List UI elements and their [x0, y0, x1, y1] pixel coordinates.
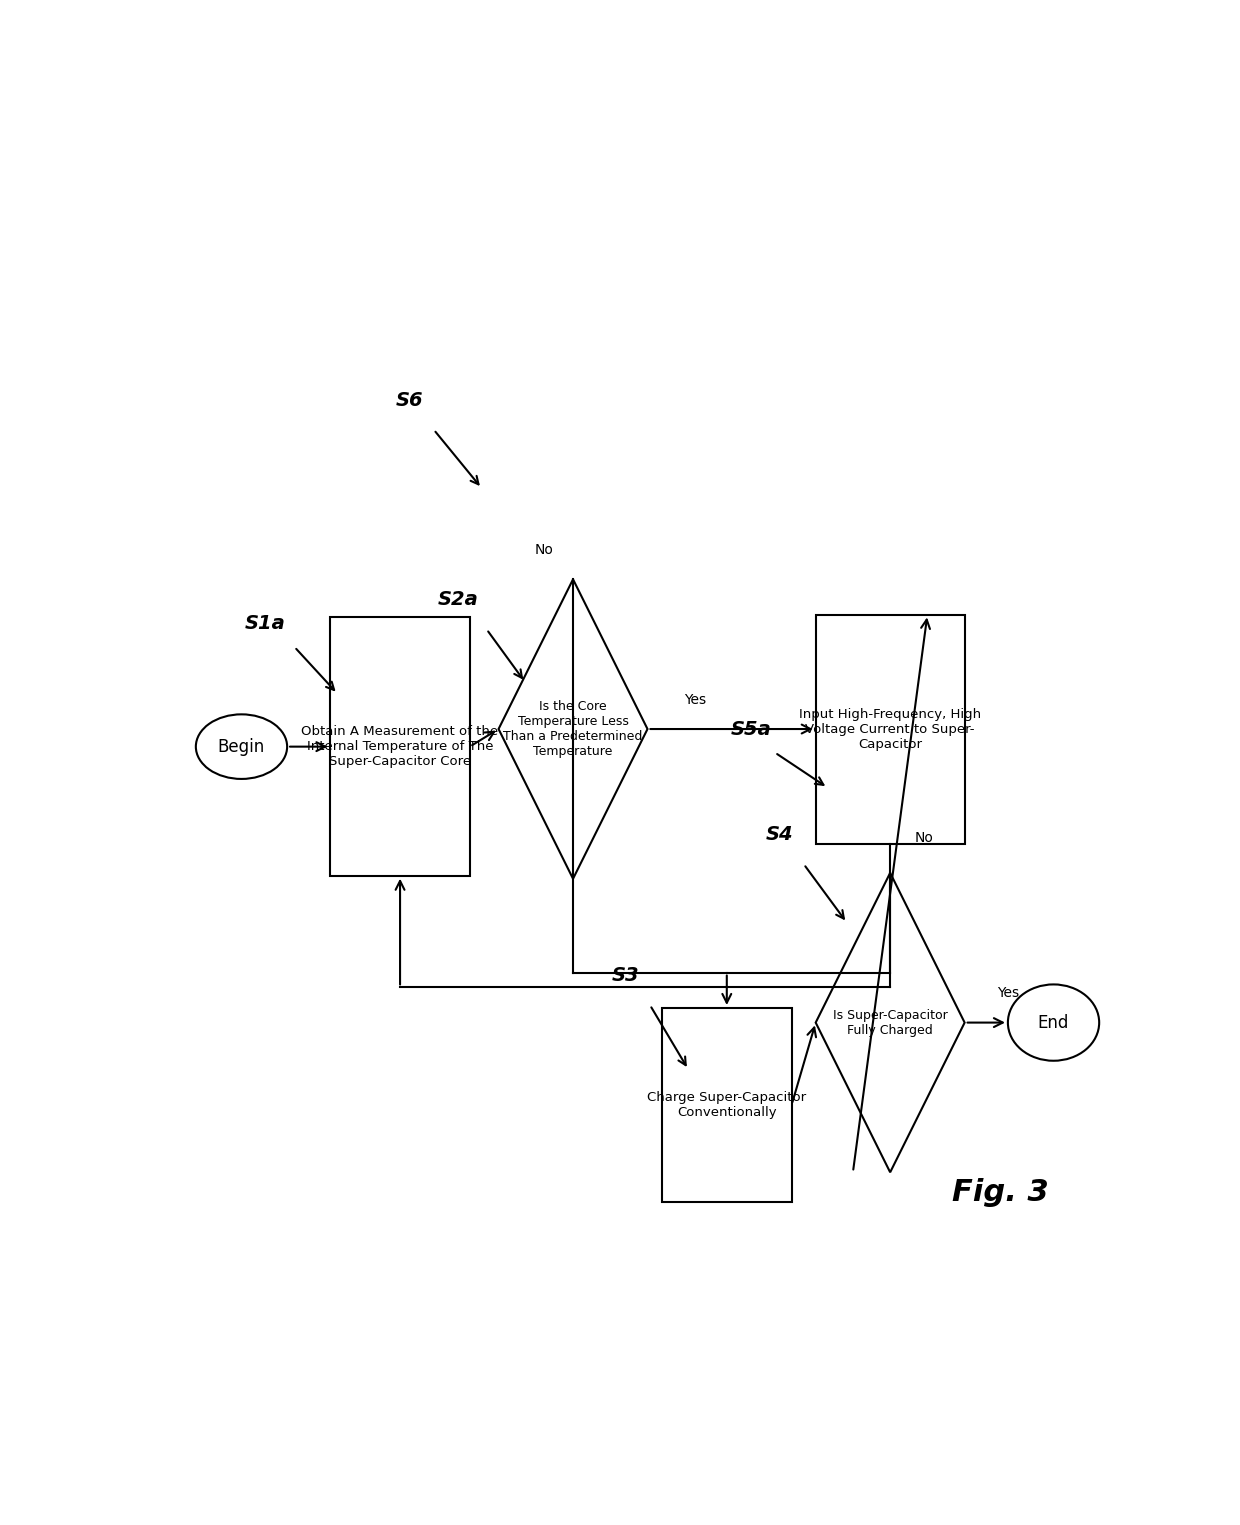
Text: S4: S4 [766, 825, 794, 845]
Text: Charge Super-Capacitor
Conventionally: Charge Super-Capacitor Conventionally [647, 1090, 806, 1119]
Text: Is the Core
Temperature Less
Than a Predetermined
Temperature: Is the Core Temperature Less Than a Pred… [503, 700, 642, 758]
Text: No: No [534, 543, 553, 557]
Polygon shape [816, 872, 965, 1173]
Text: S1a: S1a [246, 615, 286, 633]
Ellipse shape [196, 714, 288, 779]
FancyBboxPatch shape [662, 1008, 791, 1202]
Ellipse shape [1008, 985, 1099, 1061]
Text: Is Super-Capacitor
Fully Charged: Is Super-Capacitor Fully Charged [833, 1008, 947, 1037]
Text: Input High-Frequency, High
Voltage Current to Super-
Capacitor: Input High-Frequency, High Voltage Curre… [799, 708, 981, 750]
Text: Begin: Begin [218, 738, 265, 756]
Text: End: End [1038, 1014, 1069, 1031]
Text: S3: S3 [613, 967, 640, 985]
Text: S2a: S2a [438, 590, 479, 610]
Polygon shape [498, 580, 647, 878]
Text: S5a: S5a [730, 720, 771, 738]
Text: S6: S6 [396, 390, 424, 410]
Text: Yes: Yes [997, 987, 1019, 1000]
Text: Yes: Yes [684, 692, 707, 706]
Text: Obtain A Measurement of the
Internal Temperature of The
Super-Capacitor Core: Obtain A Measurement of the Internal Tem… [301, 726, 498, 769]
FancyBboxPatch shape [330, 618, 470, 875]
FancyBboxPatch shape [816, 615, 965, 843]
Text: No: No [914, 831, 934, 845]
Text: Fig. 3: Fig. 3 [952, 1179, 1049, 1208]
